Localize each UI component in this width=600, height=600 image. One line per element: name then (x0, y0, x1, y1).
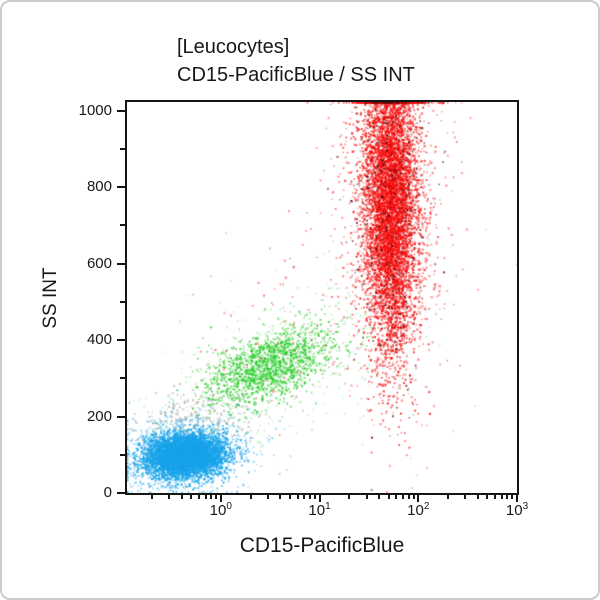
x-axis-minor-tick (266, 493, 269, 499)
x-axis-minor-tick (377, 493, 380, 499)
x-axis-minor-tick (288, 493, 291, 499)
y-axis-minor-tick (120, 300, 127, 303)
x-axis-minor-tick (314, 493, 316, 499)
y-axis-major-tick (117, 109, 127, 112)
x-axis-minor-tick (303, 493, 306, 499)
x-axis-minor-tick (476, 493, 479, 499)
x-axis-minor-tick (486, 493, 489, 499)
x-tick-label: 102 (407, 501, 430, 519)
y-axis-minor-tick (120, 224, 127, 227)
x-axis-minor-tick (387, 493, 390, 499)
x-axis-minor-tick (401, 493, 404, 499)
y-tick-label: 200 (86, 407, 112, 425)
x-axis-minor-tick (500, 493, 503, 499)
x-axis-minor-tick (464, 493, 467, 499)
y-axis-major-tick (117, 415, 127, 418)
x-axis-minor-tick (412, 493, 415, 499)
x-axis-major-tick (318, 493, 321, 502)
x-tick-exponent: 2 (423, 501, 430, 512)
y-axis-minor-tick (120, 377, 127, 380)
x-axis-minor-tick (210, 493, 213, 499)
x-axis-minor-tick (180, 493, 183, 499)
y-tick-label: 0 (103, 484, 112, 501)
x-axis-minor-tick (150, 493, 153, 499)
x-axis-minor-tick (279, 493, 282, 499)
x-axis-minor-tick (511, 493, 514, 499)
x-axis-minor-tick (407, 493, 410, 499)
y-axis-minor-tick (120, 453, 127, 456)
plot-title-block: [Leucocytes] CD15-PacificBlue / SS INT (177, 33, 415, 89)
y-tick-label: 1000 (78, 101, 112, 119)
x-axis-minor-tick (204, 493, 207, 499)
y-axis-major-tick (117, 492, 127, 494)
x-axis-minor-tick (348, 493, 351, 499)
x-axis-minor-tick (308, 493, 311, 499)
y-axis-major-tick (117, 262, 127, 265)
y-axis-major-tick (117, 339, 127, 342)
x-axis-minor-tick (168, 493, 171, 499)
x-axis-minor-tick (296, 493, 299, 499)
x-tick-label: 103 (505, 501, 529, 519)
plot-parameters-title: CD15-PacificBlue / SS INT (177, 64, 415, 86)
x-axis-minor-tick (190, 493, 193, 499)
x-axis-minor-tick (365, 493, 368, 499)
scatter-canvas (127, 102, 517, 493)
x-axis-minor-tick (446, 493, 449, 499)
x-tick-label: 101 (308, 501, 331, 519)
x-axis-minor-tick (197, 493, 200, 499)
y-axis-label: SS INT (40, 267, 61, 329)
x-tick-label: 100 (209, 501, 232, 519)
y-tick-label: 800 (86, 178, 112, 196)
x-tick-exponent: 0 (226, 501, 232, 512)
plot-frame: 0 200 400 600 800 1000 100 101 102 103 CD15-Pacif… (79, 100, 528, 557)
x-axis-label: CD15-PacificBlue (239, 534, 405, 557)
x-axis-minor-tick (506, 493, 509, 499)
x-axis-minor-tick (395, 493, 398, 499)
x-axis-minor-tick (494, 493, 497, 499)
x-axis-minor-tick (215, 493, 218, 499)
x-axis-minor-tick (249, 493, 252, 499)
y-tick-label: 600 (86, 254, 112, 272)
y-tick-label: 400 (86, 331, 112, 349)
x-axis-major-tick (516, 493, 518, 502)
x-axis-major-tick (417, 493, 420, 502)
y-axis-major-tick (117, 186, 127, 189)
plot-gate-title: [Leucocytes] (177, 36, 290, 58)
x-tick-exponent: 3 (522, 501, 529, 512)
x-tick-exponent: 1 (325, 501, 331, 512)
y-axis-minor-tick (120, 148, 127, 150)
x-axis-major-tick (219, 493, 222, 502)
